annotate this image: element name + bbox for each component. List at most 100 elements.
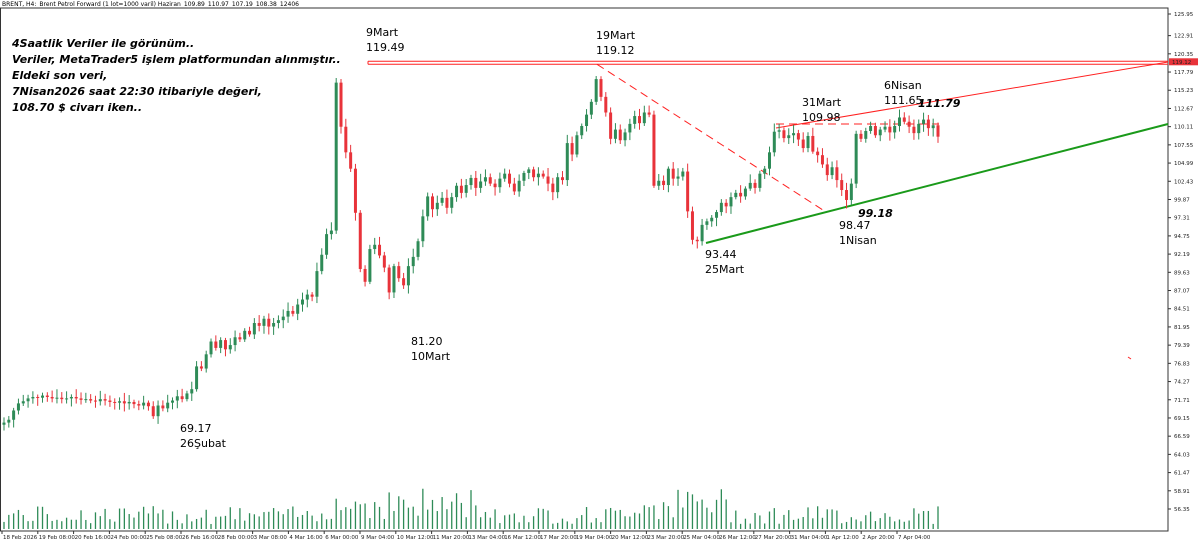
candle-body xyxy=(430,196,434,210)
candle-body xyxy=(300,299,304,305)
ohlc-close: 108.38 xyxy=(255,1,277,8)
candle-body xyxy=(700,224,704,242)
candle-body xyxy=(479,181,483,188)
candle-body xyxy=(849,183,853,200)
candle-body xyxy=(416,241,420,257)
annotation-1nisan: 98.47 1Nisan xyxy=(839,218,877,248)
candle-body xyxy=(41,395,45,398)
note-line: 4Saatlik Veriler ile görünüm.. xyxy=(12,37,195,50)
candle-body xyxy=(26,398,30,402)
candle-body xyxy=(65,398,69,400)
candle-body xyxy=(840,180,844,191)
annotation-6nisan: 6Nisan 111.65 xyxy=(884,78,923,108)
candle-body xyxy=(565,143,569,181)
annotation-date: 10Mart xyxy=(411,350,451,363)
candle-body xyxy=(917,123,921,134)
candle-body xyxy=(69,396,73,399)
candle-body xyxy=(912,126,916,134)
candle-body xyxy=(349,152,353,169)
candle-body xyxy=(604,96,608,113)
x-tick-label: 16 Mar 12:00 xyxy=(504,535,541,541)
candle-body xyxy=(84,399,88,401)
ohlc-low: 107.19 xyxy=(231,1,253,8)
candle-body xyxy=(89,399,93,401)
x-tick-label: 6 Mar 00:00 xyxy=(325,535,359,541)
candle-body xyxy=(883,126,887,130)
candle-body xyxy=(556,177,560,193)
y-tick-label: 56.35 xyxy=(1174,507,1190,513)
candle-body xyxy=(546,176,550,184)
candle-body xyxy=(79,398,83,400)
candle-body xyxy=(931,125,935,129)
candle-body xyxy=(98,399,102,402)
candle-body xyxy=(373,244,377,250)
x-tick-label: 19 Feb 08:00 xyxy=(39,535,76,541)
candle-body xyxy=(142,402,146,406)
candle-body xyxy=(493,183,497,188)
candle-body xyxy=(739,192,743,197)
x-tick-label: 4 Mar 16:00 xyxy=(289,535,323,541)
annotation-date: 6Nisan xyxy=(884,79,922,92)
y-tick-label: 115.23 xyxy=(1174,88,1194,94)
candle-body xyxy=(652,114,656,186)
x-tick-label: 20 Mar 12:00 xyxy=(612,535,649,541)
candle-body xyxy=(31,396,35,399)
x-tick-label: 11 Mar 20:00 xyxy=(433,535,470,541)
candle-body xyxy=(647,112,651,115)
ohlc-high: 110.97 xyxy=(207,1,229,8)
volume-layer xyxy=(3,488,939,529)
candle-body xyxy=(127,401,131,404)
candle-body xyxy=(219,340,223,348)
x-tick-label: 2 Apr 20:00 xyxy=(862,535,895,541)
candle-body xyxy=(599,79,603,97)
candle-body xyxy=(777,130,781,132)
candle-body xyxy=(397,266,401,279)
candle-body xyxy=(469,177,473,186)
candle-body xyxy=(753,182,757,188)
ohlc-volume: 12406 xyxy=(279,1,299,8)
candle-body xyxy=(16,403,20,411)
annotation-price: 81.20 xyxy=(411,335,443,348)
candle-body xyxy=(180,396,184,400)
candle-body xyxy=(806,135,810,149)
candle-body xyxy=(363,268,367,282)
candle-body xyxy=(209,341,213,355)
candle-body xyxy=(440,197,444,203)
candle-body xyxy=(329,230,333,235)
candle-body xyxy=(787,135,791,139)
x-tick-label: 27 Mar 20:00 xyxy=(755,535,792,541)
candle-body xyxy=(151,406,155,417)
y-tick-label: 112.67 xyxy=(1174,106,1194,112)
candle-body xyxy=(156,405,160,417)
y-tick-label: 87.07 xyxy=(1174,289,1190,295)
candle-body xyxy=(527,169,531,173)
candle-body xyxy=(353,168,357,213)
candle-body xyxy=(171,400,175,403)
candle-body xyxy=(589,101,593,115)
candle-body xyxy=(508,173,512,184)
candle-body xyxy=(378,244,382,256)
axes-layer xyxy=(0,7,1169,532)
y-tick-label: 120.35 xyxy=(1174,52,1194,58)
candle-body xyxy=(204,354,208,369)
candle-body xyxy=(483,177,487,182)
candle-body xyxy=(305,294,309,300)
x-tick-label: 31 Mar 04:00 xyxy=(791,535,828,541)
candle-body xyxy=(532,169,536,178)
y-tick-label: 74.27 xyxy=(1174,380,1190,386)
candle-body xyxy=(820,155,824,165)
candle-body xyxy=(411,256,415,267)
candle-body xyxy=(368,249,372,282)
candle-body xyxy=(902,117,906,122)
candle-body xyxy=(248,330,252,335)
x-tick-label: 1 Apr 12:00 xyxy=(826,535,859,541)
candle-body xyxy=(243,330,247,340)
candle-body xyxy=(835,167,839,181)
x-tick-label: 25 Feb 08:00 xyxy=(146,535,183,541)
candle-body xyxy=(873,126,877,136)
x-tick-label: 13 Mar 04:00 xyxy=(468,535,505,541)
annotation-99-18: 99.18 xyxy=(858,207,893,220)
candle-body xyxy=(426,196,430,217)
